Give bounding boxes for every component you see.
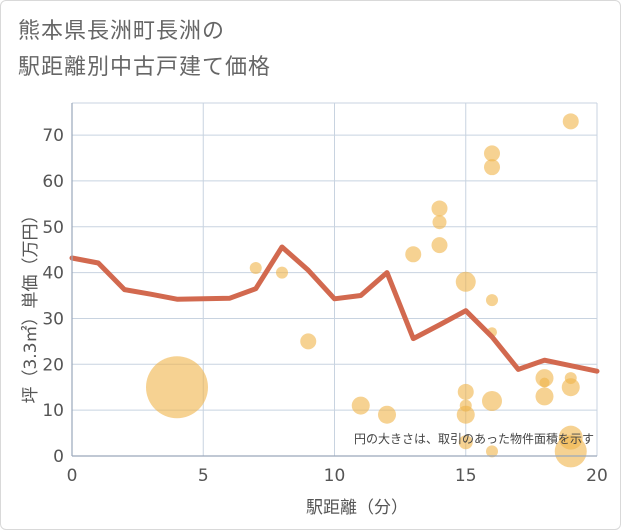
bubble-point bbox=[456, 405, 475, 424]
x-tick-label: 15 bbox=[455, 466, 477, 486]
bubble-point bbox=[405, 246, 422, 263]
bubble-point bbox=[484, 145, 500, 162]
bubble-point bbox=[457, 383, 474, 400]
y-tick-label: 40 bbox=[42, 264, 64, 284]
bubble-point bbox=[431, 237, 448, 254]
x-axis-label: 駅距離（分） bbox=[306, 498, 408, 518]
y-tick-label: 50 bbox=[42, 218, 64, 238]
x-tick-label: 5 bbox=[198, 466, 209, 486]
bubble-point bbox=[486, 294, 498, 307]
bubble-point bbox=[562, 113, 579, 130]
average-price-line bbox=[69, 244, 600, 374]
bubble-point bbox=[146, 356, 208, 419]
bubble-point bbox=[482, 390, 502, 411]
chart-title-line-1: 熊本県長洲町長洲の bbox=[18, 19, 226, 44]
y-axis-label: 坪（3.3㎡）単価（万円） bbox=[21, 206, 41, 403]
bubble-point bbox=[276, 266, 288, 279]
bubble-point bbox=[432, 215, 447, 230]
y-tick-label: 20 bbox=[42, 355, 64, 375]
bubble-point bbox=[249, 262, 262, 275]
bubble-point bbox=[458, 435, 473, 450]
bubble-point bbox=[561, 378, 580, 397]
y-tick-label: 10 bbox=[42, 401, 64, 421]
bubble-point bbox=[539, 377, 550, 388]
bubble-point bbox=[431, 200, 448, 217]
chart-title: 熊本県長洲町長洲の 駅距離別中古戸建て価格 bbox=[18, 14, 271, 86]
bubble-point bbox=[535, 387, 554, 406]
bubble-point bbox=[300, 333, 317, 350]
y-tick-label: 30 bbox=[42, 309, 64, 329]
x-tick-label: 10 bbox=[324, 466, 346, 486]
x-tick-label: 0 bbox=[67, 466, 78, 486]
bubble-point bbox=[484, 159, 500, 176]
x-tick-label: 20 bbox=[586, 466, 608, 486]
y-tick-label: 60 bbox=[42, 172, 64, 192]
bubble-point bbox=[455, 271, 476, 292]
bubble-point bbox=[378, 405, 396, 424]
bubble-point bbox=[554, 435, 587, 468]
bubble-size-note: 円の大きさは、取引のあった物件面積を示す bbox=[354, 431, 594, 446]
y-tick-label: 0 bbox=[53, 447, 64, 467]
y-tick-label: 70 bbox=[42, 126, 64, 146]
chart-title-line-2: 駅距離別中古戸建て価格 bbox=[18, 55, 272, 80]
bubble-point bbox=[351, 396, 370, 415]
bubble-point bbox=[486, 445, 498, 458]
